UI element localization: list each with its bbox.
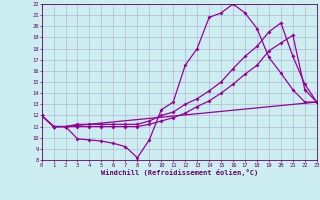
X-axis label: Windchill (Refroidissement éolien,°C): Windchill (Refroidissement éolien,°C) bbox=[100, 169, 258, 176]
